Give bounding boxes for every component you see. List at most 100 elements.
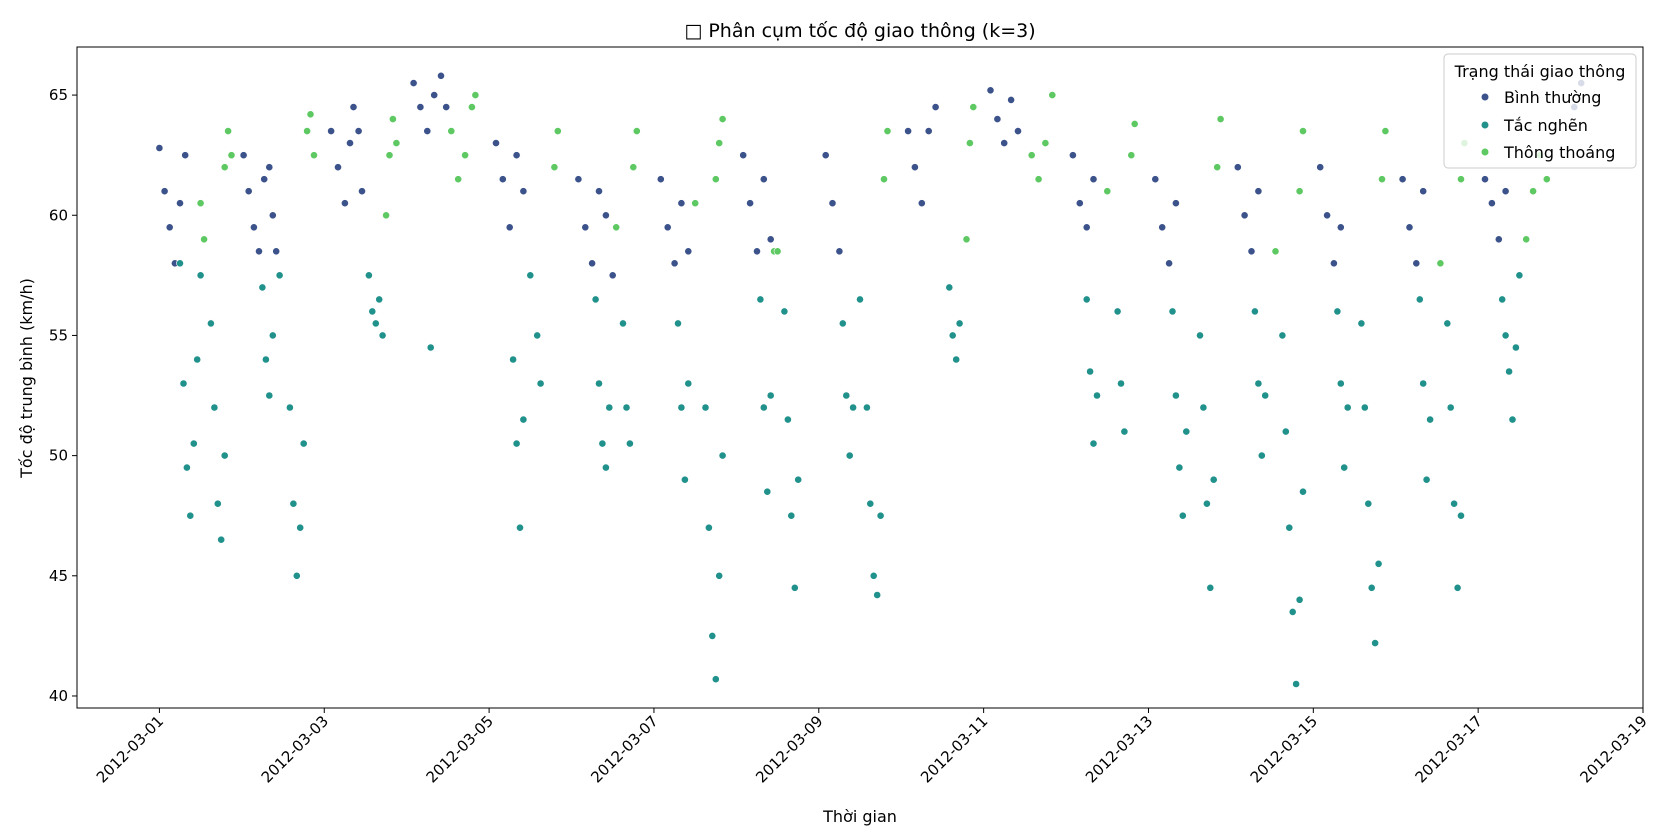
point-series-0 <box>1323 211 1331 220</box>
point-series-1 <box>784 415 792 424</box>
point-series-1 <box>1261 391 1270 400</box>
point-series-1 <box>869 571 878 580</box>
point-series-1 <box>296 523 305 532</box>
point-series-1 <box>533 331 542 340</box>
point-series-0 <box>993 115 1002 123</box>
point-series-1 <box>193 355 202 364</box>
point-series-1 <box>605 403 614 412</box>
point-series-1 <box>856 295 864 304</box>
point-series-1 <box>516 523 524 532</box>
point-series-1 <box>591 295 600 304</box>
point-series-2 <box>1048 91 1057 99</box>
point-series-2 <box>1271 247 1280 256</box>
point-series-1 <box>1292 680 1300 688</box>
point-series-1 <box>622 403 631 412</box>
point-series-1 <box>526 271 535 280</box>
point-series-1 <box>299 439 308 448</box>
point-series-2 <box>1529 187 1537 196</box>
point-series-0 <box>1151 175 1160 184</box>
point-series-1 <box>1426 415 1434 424</box>
point-series-2 <box>966 139 974 147</box>
plot-frame <box>76 46 1644 709</box>
point-series-1 <box>626 439 634 448</box>
point-series-1 <box>364 271 373 280</box>
point-series-0 <box>260 175 269 184</box>
point-series-0 <box>746 199 754 208</box>
point-series-1 <box>1254 379 1263 388</box>
point-series-1 <box>275 271 284 280</box>
y-axis: 40 45 50 55 60 65 <box>49 86 77 705</box>
point-series-1 <box>1295 595 1304 604</box>
point-series-1 <box>1333 307 1342 316</box>
point-series-2 <box>1522 235 1531 244</box>
point-series-2 <box>612 223 621 232</box>
point-series-1 <box>1285 523 1294 532</box>
point-series-0 <box>1330 259 1338 268</box>
point-series-1 <box>1336 379 1345 388</box>
data-points <box>155 71 1586 688</box>
point-series-1 <box>217 535 226 544</box>
point-series-1 <box>1501 331 1510 340</box>
point-series-1 <box>677 403 686 412</box>
point-series-1 <box>1209 475 1218 484</box>
point-series-0 <box>924 127 933 136</box>
point-series-1 <box>945 283 954 292</box>
point-series-1 <box>1343 403 1352 412</box>
point-series-1 <box>536 379 545 388</box>
point-series-0 <box>602 211 610 220</box>
point-series-0 <box>1240 211 1249 220</box>
point-series-1 <box>1419 379 1428 388</box>
point-series-0 <box>1165 259 1173 268</box>
point-series-0 <box>416 103 425 111</box>
point-series-2 <box>1041 139 1050 147</box>
point-series-0 <box>753 247 761 256</box>
point-series-2 <box>1381 127 1390 136</box>
point-series-1 <box>206 319 215 328</box>
point-series-2 <box>1299 127 1307 136</box>
legend-marker-thong-thoang <box>1481 148 1489 156</box>
y-tick-label: 45 <box>49 567 68 585</box>
point-series-1 <box>371 319 380 328</box>
point-series-0 <box>358 187 366 196</box>
point-series-2 <box>224 127 232 136</box>
point-series-1 <box>1172 391 1180 400</box>
point-series-0 <box>1082 223 1091 232</box>
point-series-1 <box>845 451 854 460</box>
point-series-2 <box>962 235 971 244</box>
point-series-0 <box>239 151 248 160</box>
point-series-1 <box>1251 307 1259 316</box>
point-series-1 <box>1340 463 1349 472</box>
point-series-2 <box>883 127 892 136</box>
point-series-0 <box>512 151 521 160</box>
point-series-1 <box>265 391 274 400</box>
point-series-2 <box>1130 120 1139 128</box>
point-series-1 <box>763 487 772 496</box>
legend-label-thong-thoang: Thông thoáng <box>1503 143 1615 162</box>
point-series-0 <box>1254 187 1263 196</box>
y-axis-label: Tốc độ trung bình (km/h) <box>17 278 36 479</box>
legend-marker-binh-thuong <box>1481 93 1489 101</box>
point-series-1 <box>1120 427 1129 436</box>
point-series-0 <box>272 247 281 256</box>
point-series-0 <box>155 144 164 152</box>
point-series-2 <box>550 163 559 172</box>
point-series-0 <box>739 151 748 160</box>
point-series-1 <box>1281 427 1290 436</box>
point-series-2 <box>392 139 401 147</box>
point-series-1 <box>179 379 188 388</box>
legend-label-tac-nghen: Tắc nghẽn <box>1503 116 1588 135</box>
point-series-1 <box>711 675 720 684</box>
point-series-1 <box>1199 403 1208 412</box>
point-series-2 <box>200 235 208 244</box>
point-series-2 <box>461 151 469 160</box>
point-series-1 <box>1299 487 1307 496</box>
point-series-2 <box>1034 175 1043 184</box>
point-series-2 <box>1542 175 1551 184</box>
point-series-1 <box>595 379 603 388</box>
point-series-1 <box>1086 367 1094 376</box>
point-series-0 <box>670 259 679 268</box>
point-series-0 <box>437 71 445 80</box>
point-series-1 <box>189 439 198 448</box>
point-series-1 <box>674 319 682 328</box>
point-series-1 <box>1178 511 1187 520</box>
